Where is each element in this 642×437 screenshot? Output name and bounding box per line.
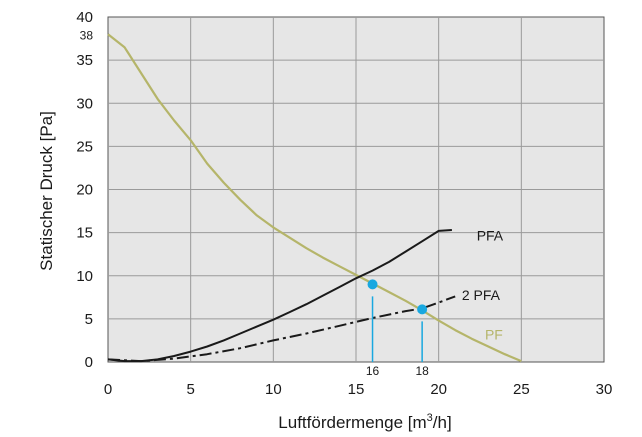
y-tick-label: 10 xyxy=(76,268,93,285)
y-axis-label: Statischer Druck [Pa] xyxy=(37,111,56,271)
x-tick-label: 10 xyxy=(265,381,282,398)
curve-labels: PF PFA 2 PFA xyxy=(462,227,504,342)
y-tick-label: 25 xyxy=(76,138,93,155)
x-tick-label: 20 xyxy=(430,381,447,398)
operating-points: 16 18 xyxy=(366,279,429,378)
operating-point xyxy=(417,304,428,315)
curve-label-pfa: PFA xyxy=(477,227,504,243)
operating-point-label: 18 xyxy=(415,364,429,378)
operating-point-label: 16 xyxy=(366,364,380,378)
curve-label-2-pfa: 2 PFA xyxy=(462,287,501,303)
curves xyxy=(107,33,522,363)
curve-pf xyxy=(107,33,522,363)
y-tick-label: 0 xyxy=(85,354,93,371)
x-axis-label-tail: /h] xyxy=(433,413,452,432)
curve-pfa xyxy=(107,229,452,363)
curve-label-pf: PF xyxy=(485,327,503,343)
y-tick-label: 40 xyxy=(76,9,93,26)
operating-point xyxy=(367,279,378,290)
y-tick-label: 5 xyxy=(85,311,93,328)
y-extra-label: 38 xyxy=(80,28,94,42)
x-axis-label-sup: 3 xyxy=(427,412,433,424)
y-tick-label: 35 xyxy=(76,52,93,69)
y-tick-label: 30 xyxy=(76,95,93,112)
curve-2-pfa xyxy=(107,295,456,363)
grid xyxy=(107,16,605,363)
x-tick-label: 0 xyxy=(104,381,112,398)
y-tick-label: 20 xyxy=(76,182,93,199)
x-axis-label-main: Luftfördermenge [m xyxy=(278,413,426,432)
x-tick-label: 15 xyxy=(348,381,365,398)
y-tick-label: 15 xyxy=(76,225,93,242)
x-axis-label: Luftfördermenge [m3/h] xyxy=(278,412,451,432)
x-tick-label: 5 xyxy=(186,381,194,398)
x-tick-label: 30 xyxy=(596,381,613,398)
tick-labels: 0 5 10 15 20 25 30 0 5 10 15 20 25 30 35 40 38 xyxy=(76,9,612,398)
x-tick-label: 25 xyxy=(513,381,530,398)
